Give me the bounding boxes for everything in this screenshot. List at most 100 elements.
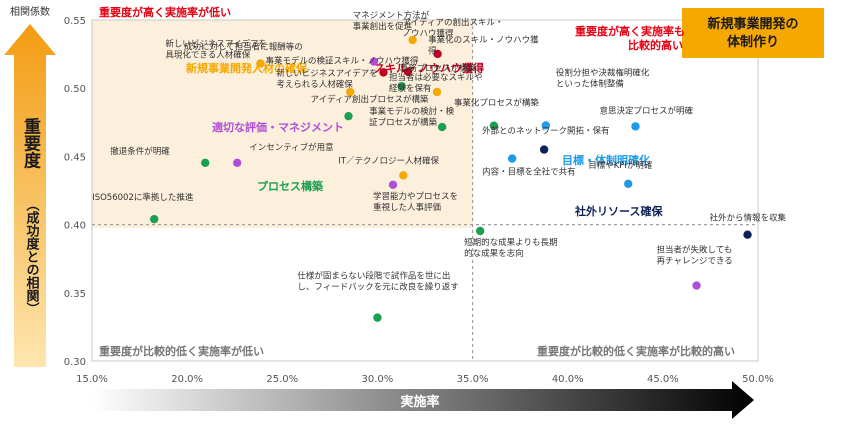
point-label: ノウハウ獲得 [403,28,455,39]
quadrant-top-right-label-2: 比較的高い [628,38,683,52]
point-label: ISO56002に準拠した推進 [92,192,194,203]
point-label: といった体制整備 [556,78,625,89]
point-label: 仕様が固まらない段階で試作品を世に出 [297,271,450,282]
data-point-skill [403,67,413,76]
y-axis-title: 相関係数 [10,5,50,18]
data-point-process [373,313,382,322]
data-point-process [475,226,485,236]
data-point-organization [631,122,640,131]
point-label: 経験を保有 [389,83,432,94]
x-tick-label: 50.0% [742,374,774,385]
point-label: 外部とのネットワーク開拓・保有 [482,126,609,137]
point-label: 役割分担や決裁権明確化 [556,67,650,78]
point-label: 得 [428,46,437,57]
point-label: し、フィードバックを元に改良を繰り返す [297,282,458,293]
x-tick-label: 20.0% [171,374,203,385]
point-label: インセンティブが用意 [249,142,333,153]
data-point-process [437,122,447,132]
data-point-organization [624,179,633,189]
y-tick-label: 0.55 [64,16,86,27]
point-label: 短期的な成果よりも長期 [464,237,557,248]
y-axis-arrow [4,24,56,367]
y-tick-label: 0.45 [64,152,86,163]
data-point-organization [541,121,551,130]
x-tick-label: 15.0% [76,374,108,385]
point-label: 社外から情報を収集 [710,213,787,224]
y-tick-label: 0.50 [64,84,86,95]
point-label: 意思決定プロセスが明確 [599,105,693,116]
y-tick-labels: 0.30 0.35 0.40 0.45 0.50 0.55 [64,16,86,368]
x-tick-label: 40.0% [552,374,584,385]
point-label: 学習能力やプロセスを [373,191,458,202]
point-label: 目標やKPIが明確 [588,160,653,171]
data-point-talent [256,59,265,68]
point-label: 事務プロセスが構築 [400,63,477,74]
data-point-organization [507,154,517,163]
data-point-evaluation [388,180,398,189]
point-label: 事業モデルの検討・検 [369,106,455,117]
group-label-organization: 目標・体制明確化 [562,153,650,167]
data-point-talent [346,87,355,97]
point-label: マネジメント方法が [353,10,430,21]
plot-frame [91,19,759,362]
point-label: 事業化のスキル・ノウハウ獲 [428,35,539,46]
y-tick-label: 0.30 [64,357,86,368]
quadrant-bottom-right-label: 重要度が比較的低く実施率が比較的高い [537,344,735,358]
x-tick-labels: 15.0% 20.0% 25.0% 30.0% 35.0% 40.0% 45.0% 50.0% [76,374,774,385]
point-label: 具現化できる人材確保 [165,50,250,61]
point-label: 事業化プロセスが構築 [454,98,540,109]
data-point-process [489,121,499,130]
x-tick-label: 45.0% [647,374,679,385]
y-tick-label: 0.40 [64,221,86,232]
group-label-process: プロセス構築 [257,179,324,193]
data-point-talent [399,171,408,180]
data-point-talent [432,87,442,97]
point-label: 考えられる人材確保 [276,79,353,90]
data-point-external [743,230,752,239]
point-label: 担当者は必要なスキルや [389,72,483,83]
quadrant-top-right-label-1: 重要度が高く実施率も [575,24,685,38]
data-point-external [539,145,549,154]
point-label: 的な成果を志向 [464,248,524,259]
data-point-skill [379,68,388,77]
group-label-talent: 新規事業開発人材の確保 [186,61,308,75]
group-label-skill: スキル・ノウハウ獲得 [374,61,484,75]
data-point-skill [433,49,442,59]
quadrant-top-left-label: 重要度が高く実施率が低い [99,5,231,19]
data-point-talent [408,35,417,45]
data-point-process [344,111,353,121]
point-label: IT／テクノロジー人材確保 [338,155,439,166]
point-label: 担当者が失敗しても [657,245,733,256]
data-point-evaluation [369,57,379,66]
title-box [682,8,824,58]
x-tick-label: 25.0% [266,374,298,385]
point-label: アイディアの創出スキル・ [403,17,504,28]
data-point-process [150,214,159,224]
point-label: 事業モデルの検証スキル・ノウハウ獲得 [266,55,420,66]
x-tick-label: 30.0% [362,374,394,385]
x-axis-arrow [92,381,754,419]
y-tick-label: 0.35 [64,289,86,300]
point-label: 新しいビジネスアイデアを [276,68,378,79]
point-label: 成功に対して担当者に報酬等の [184,42,303,53]
data-point-process [397,81,406,91]
title-line-1: 新規事業開発の [707,16,798,32]
quadrant-highlight [92,20,473,228]
group-label-external: 社外リソース確保 [574,204,663,218]
data-point-process [201,158,210,168]
quadrant-bottom-left-label: 重要度が比較的低く実施率が低い [99,344,264,358]
point-label: 撤退条件が明確 [110,146,170,157]
point-label: 再チャレンジできる [657,257,733,267]
data-points [150,35,752,322]
point-label: 新しいビジネスアイデアを [165,39,267,50]
point-label: 内容・目標を全社で共有 [482,167,576,178]
x-tick-label: 35.0% [457,374,489,385]
point-label: 事業創出を促進 [353,21,413,32]
y-arrow-main: 重要度 [20,116,41,169]
group-label-evaluation: 適切な評価・マネジメント [212,120,344,134]
point-label: 証プロセスが構築 [369,117,438,128]
point-label: アイディア創出プロセスが構築 [311,94,429,105]
point-labels: 新しいビジネスアイデアを具現化できる人材確保マネジメント方法が事業創出を促進新し… [92,10,786,293]
title-line-2: 体制作り [727,34,779,50]
